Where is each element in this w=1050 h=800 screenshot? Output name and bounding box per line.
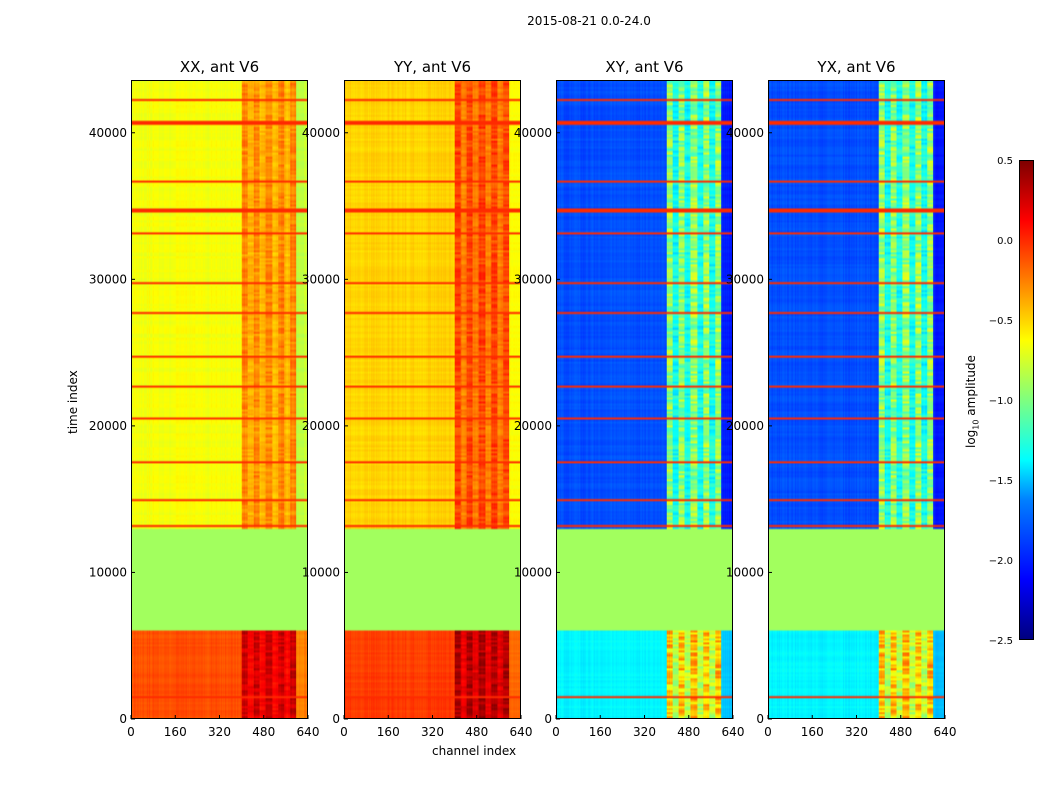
y-tick-label: 10000 [302,565,340,579]
y-tick-label: 40000 [89,126,127,140]
x-tick-label: 480 [252,725,275,739]
x-tick-label: 640 [510,725,533,739]
x-tick-label: 160 [164,725,187,739]
colorbar-tick-label: 0.0 [997,236,1013,247]
x-tick-label: 160 [377,725,400,739]
y-tick-label: 0 [756,712,764,726]
x-tick-label: 320 [845,725,868,739]
y-tick-label: 0 [544,712,552,726]
colorbar-tick-label: −0.5 [989,316,1013,327]
colorbar-tick-label: −1.0 [989,396,1013,407]
heatmap-image [769,81,944,718]
heatmap-panel [556,80,733,719]
y-axis-label: time index [66,370,80,434]
y-tick-label: 20000 [514,419,552,433]
x-tick-label: 160 [801,725,824,739]
x-tick-label: 320 [633,725,656,739]
heatmap-panel [344,80,521,719]
x-tick-label: 480 [889,725,912,739]
x-tick-label: 0 [340,725,348,739]
panel-title: XY, ant V6 [605,58,684,76]
x-tick-label: 480 [677,725,700,739]
x-tick-label: 320 [208,725,231,739]
y-tick-label: 0 [119,712,127,726]
y-tick-label: 0 [332,712,340,726]
panel-title: YX, ant V6 [817,58,896,76]
heatmap-image [557,81,732,718]
heatmap-panel [131,80,308,719]
colorbar-tick-label: −1.5 [989,476,1013,487]
y-tick-label: 40000 [302,126,340,140]
colorbar [1019,160,1034,640]
x-tick-label: 320 [421,725,444,739]
colorbar-tick-label: −2.5 [989,636,1013,647]
colorbar-tick-label: 0.5 [997,156,1013,167]
heatmap-panel [768,80,945,719]
y-tick-label: 30000 [89,272,127,286]
colorbar-label: log10 amplitude [964,355,981,448]
x-tick-label: 0 [552,725,560,739]
panel-title: XX, ant V6 [179,58,260,76]
y-tick-label: 40000 [514,126,552,140]
y-tick-label: 30000 [726,272,764,286]
figure-title: 2015-08-21 0.0-24.0 [527,14,651,28]
x-tick-label: 0 [127,725,135,739]
y-tick-label: 20000 [726,419,764,433]
y-tick-label: 10000 [514,565,552,579]
x-tick-label: 0 [764,725,772,739]
x-tick-label: 480 [465,725,488,739]
y-tick-label: 20000 [302,419,340,433]
colorbar-tick-label: −2.0 [989,556,1013,567]
x-axis-label: channel index [432,744,517,758]
y-tick-label: 40000 [726,126,764,140]
y-tick-label: 10000 [726,565,764,579]
heatmap-image [345,81,520,718]
x-tick-label: 640 [297,725,320,739]
heatmap-image [132,81,307,718]
y-tick-label: 20000 [89,419,127,433]
y-tick-label: 30000 [514,272,552,286]
y-tick-label: 10000 [89,565,127,579]
x-tick-label: 160 [589,725,612,739]
x-tick-label: 640 [934,725,957,739]
y-tick-label: 30000 [302,272,340,286]
panel-title: YY, ant V6 [393,58,471,76]
x-tick-label: 640 [722,725,745,739]
